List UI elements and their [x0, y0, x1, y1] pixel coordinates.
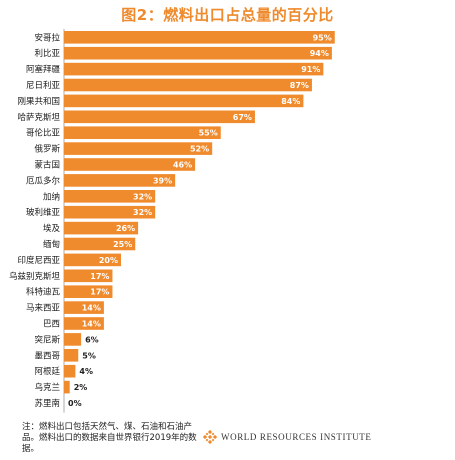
category-label: 尼日利亚 — [26, 80, 61, 91]
bar — [64, 174, 176, 187]
value-label: 55% — [199, 129, 218, 138]
value-label: 26% — [116, 224, 135, 233]
value-label: 52% — [190, 145, 209, 154]
value-label: 17% — [90, 288, 109, 297]
bar — [64, 221, 139, 235]
bar — [64, 317, 104, 330]
bar — [64, 333, 82, 346]
bar — [64, 142, 213, 155]
category-label: 乌兹别克斯坦 — [9, 271, 61, 282]
bar — [64, 349, 79, 362]
value-label: 32% — [133, 192, 152, 201]
bar — [64, 237, 136, 251]
category-label: 利比亚 — [34, 48, 60, 59]
category-label: 厄瓜多尔 — [26, 175, 61, 186]
bar — [64, 301, 104, 314]
bar — [64, 110, 255, 124]
bar — [64, 126, 221, 139]
category-label: 哥伦比亚 — [26, 128, 61, 139]
category-label: 苏里南 — [34, 398, 60, 409]
bar — [64, 380, 70, 394]
value-label: 14% — [82, 320, 101, 329]
category-label: 玻利维亚 — [26, 207, 61, 218]
category-label: 墨西哥 — [34, 351, 60, 361]
bar — [64, 62, 324, 76]
value-label: 87% — [290, 81, 309, 90]
value-label: 17% — [90, 272, 109, 281]
category-label: 蒙古国 — [34, 160, 60, 171]
value-label: 39% — [153, 176, 172, 185]
value-label: 91% — [301, 65, 320, 74]
bar — [64, 285, 113, 298]
value-label: 95% — [313, 33, 332, 42]
category-label: 刚果共和国 — [17, 97, 60, 107]
value-label: 84% — [281, 97, 300, 106]
wri-logo: WORLD RESOURCES INSTITUTE — [203, 430, 372, 444]
category-label: 马来西亚 — [26, 304, 61, 314]
bar — [64, 253, 121, 267]
bar — [64, 46, 332, 60]
category-label: 科特迪瓦 — [26, 287, 61, 298]
value-label: 0% — [68, 399, 82, 408]
bar — [64, 31, 335, 44]
category-label: 印度尼西亚 — [17, 255, 60, 266]
bar — [64, 190, 156, 203]
logo-text: WORLD RESOURCES INSTITUTE — [221, 432, 372, 442]
value-label: 14% — [82, 304, 101, 313]
value-label: 5% — [82, 351, 96, 360]
category-label: 加纳 — [43, 191, 60, 202]
chart-title: 图2：燃料出口占总量的百分比 — [121, 6, 334, 24]
category-label: 巴西 — [43, 320, 60, 330]
value-label: 32% — [133, 208, 152, 217]
value-label: 94% — [310, 49, 329, 58]
footnote: 注：燃料出口包括天然气、煤、石油和石油产品。燃料出口的数据来自世界银行2019年… — [22, 422, 197, 454]
value-label: 2% — [74, 383, 88, 392]
category-label: 阿根廷 — [34, 366, 60, 377]
wri-logo-icon — [203, 430, 217, 444]
category-label: 突尼斯 — [34, 334, 60, 345]
bar — [64, 158, 196, 171]
category-label: 埃及 — [43, 223, 61, 234]
category-label: 乌克兰 — [34, 382, 60, 393]
bar-chart: 安哥拉 95% 利比亚 94% 阿塞拜疆 91% 尼日利亚 87% 刚果共和国 84% 哈萨克斯坦 6… — [9, 29, 335, 413]
category-label: 安哥拉 — [34, 32, 60, 43]
bar — [64, 205, 156, 219]
value-label: 6% — [85, 335, 99, 344]
category-label: 俄罗斯 — [34, 144, 60, 155]
value-label: 25% — [113, 240, 132, 249]
bar — [64, 364, 76, 378]
category-label: 哈萨克斯坦 — [17, 112, 60, 123]
bar — [64, 78, 312, 92]
value-label: 46% — [173, 161, 192, 170]
bar — [64, 94, 304, 108]
value-label: 4% — [79, 367, 93, 376]
category-label: 阿塞拜疆 — [26, 64, 61, 75]
value-label: 20% — [99, 256, 118, 265]
value-label: 67% — [233, 113, 252, 122]
bar — [64, 269, 113, 283]
category-label: 缅甸 — [43, 239, 60, 250]
